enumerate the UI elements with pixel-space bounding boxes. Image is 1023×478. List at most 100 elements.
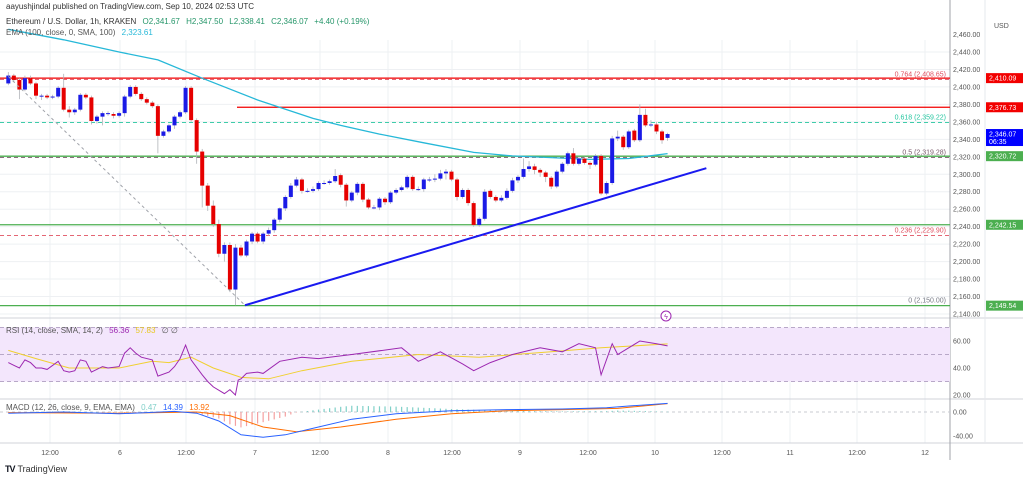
tradingview-logo[interactable]: TV TradingView [5, 464, 67, 474]
chart-canvas[interactable]: 0.764 (2,408.65) 0.618 (2,359.22) 0.5 (2,3… [0, 0, 1023, 460]
candle-body [67, 109, 72, 113]
price-axis[interactable]: USD 2,460.00 2,440.00 2,420.00 2,400.00 2,380… [953, 23, 1023, 441]
price-tag-label: 2,376.73 [989, 105, 1016, 112]
candle-body [399, 187, 404, 190]
candle [610, 135, 615, 185]
price-tick-label: 2,240.00 [953, 224, 980, 231]
fib-level-label: 0 (2,150.00) [908, 297, 946, 304]
macd-legend[interactable]: MACD (12, 26, close, 9, EMA, EMA) 0.47 1… [6, 403, 213, 412]
candle [305, 188, 310, 193]
candle [161, 129, 166, 138]
candle-body [565, 153, 570, 164]
time-tick-label: 12:00 [443, 450, 461, 457]
candle-body [144, 99, 149, 103]
macd-histogram-bar [52, 411, 54, 412]
candle [6, 72, 11, 86]
symbol-legend[interactable]: Ethereum / U.S. Dollar, 1h, KRAKEN O2,34… [6, 17, 373, 26]
candle [493, 195, 498, 203]
candle-body [189, 87, 194, 121]
candle [222, 242, 227, 262]
horizontal-levels[interactable]: 0.764 (2,408.65) 0.618 (2,359.22) 0.5 (2,3… [0, 71, 950, 307]
candle-body [78, 94, 83, 110]
candle-body [22, 78, 27, 90]
price-tick-label: 2,300.00 [953, 172, 980, 179]
macd-histogram-bar [284, 412, 286, 417]
candle [593, 154, 598, 167]
rsi-signal-value: 57.83 [135, 326, 156, 335]
macd-histogram-bar [317, 409, 320, 412]
candle-body [155, 106, 160, 136]
macd-histogram-bar [329, 408, 331, 412]
candle [499, 195, 504, 203]
time-tick-label: 7 [253, 450, 257, 457]
macd-histogram-bar [107, 412, 109, 413]
candle-body [466, 189, 471, 204]
ema-legend[interactable]: EMA (100, close, 0, SMA, 100) 2,323.61 [6, 28, 157, 37]
macd-histogram-bar [85, 411, 87, 413]
candle [560, 162, 565, 174]
candle-body [504, 190, 509, 198]
macd-histogram-bar [567, 411, 569, 412]
candle [410, 175, 415, 191]
candle [233, 244, 238, 306]
price-tick-label: 2,420.00 [953, 67, 980, 74]
candle [588, 161, 592, 170]
candle [111, 112, 116, 119]
macd-histogram-bar [401, 406, 403, 412]
candle [665, 132, 670, 141]
candle [155, 104, 160, 154]
time-axis[interactable]: 12:00 6 12:00 7 12:00 8 12:00 9 12:00 10 12:00 11 12… [41, 450, 929, 457]
price-tag-label: 2,242.15 [989, 222, 1016, 229]
macd-histogram-bar [40, 411, 43, 413]
candle-body [161, 131, 166, 136]
rsi-tick-label: 20.00 [953, 393, 971, 400]
candle [250, 231, 255, 245]
candle-body [604, 182, 609, 194]
macd-histogram-bar [550, 411, 552, 412]
macd-histogram-bar [539, 411, 541, 412]
candle-body [582, 158, 587, 163]
candle-body [11, 75, 16, 80]
macd-histogram-bar [556, 411, 558, 412]
macd-histogram-bar [611, 410, 613, 412]
macd-histogram-bar [606, 411, 608, 412]
rsi-legend[interactable]: RSI (14, close, SMA, 14, 2) 56.36 57.83 … [6, 326, 182, 335]
macd-histogram-bar [439, 408, 442, 412]
candle-body [178, 112, 183, 117]
candle [283, 195, 288, 211]
macd-histogram-bar [135, 412, 137, 413]
candle-body [56, 87, 61, 97]
macd-histogram-bar [367, 406, 369, 412]
macd-histogram-bar [124, 412, 126, 413]
macd-histogram-bar [644, 411, 646, 412]
candle-body [61, 87, 66, 110]
macd-histogram-bar [589, 411, 591, 412]
candle [200, 148, 205, 208]
candle-body [250, 233, 255, 242]
macd-histogram-bar [522, 410, 525, 412]
candle-body [515, 176, 520, 181]
candle [316, 181, 321, 191]
candle-body [200, 151, 205, 186]
macd-histogram-bar [245, 412, 248, 427]
candle [582, 156, 587, 165]
candle [72, 107, 77, 115]
candle-body [305, 190, 310, 192]
candle [255, 231, 260, 244]
candle [632, 128, 637, 142]
candle [189, 86, 194, 122]
candle [648, 120, 653, 128]
candle-body [94, 116, 99, 121]
candle [122, 94, 127, 117]
macd-histogram-bar [218, 412, 220, 419]
drawings[interactable]: ϟ [7, 76, 707, 322]
candle [83, 93, 88, 100]
candle-body [360, 183, 365, 200]
candle-body [322, 182, 327, 184]
macd-histogram-bar [140, 411, 142, 413]
price-tag-label: 2,149.54 [989, 303, 1016, 310]
candle-body [128, 86, 133, 97]
macd-histogram-bar [323, 408, 325, 412]
macd-histogram-bar [417, 407, 419, 412]
candle [576, 156, 581, 166]
